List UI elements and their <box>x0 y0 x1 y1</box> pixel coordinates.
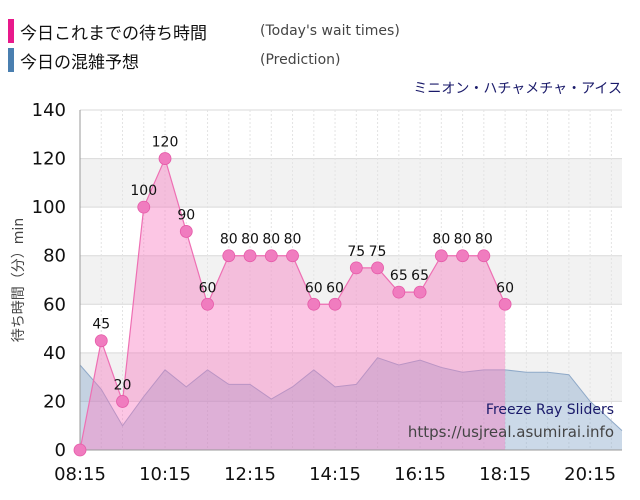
data-label: 80 <box>220 232 238 248</box>
data-label: 45 <box>92 317 110 333</box>
grid-band <box>80 352 622 402</box>
data-point <box>413 285 427 299</box>
watermark-title: Freeze Ray Sliders <box>485 402 614 418</box>
data-point <box>158 152 172 165</box>
grid-band <box>80 158 622 208</box>
data-label: 60 <box>305 280 323 296</box>
x-tick-label: 16:15 <box>394 464 446 485</box>
grid-band <box>80 207 622 256</box>
data-label: 60 <box>496 280 514 296</box>
y-tick-label: 100 <box>32 197 66 218</box>
data-point <box>243 249 257 263</box>
data-label: 80 <box>475 232 493 248</box>
grid-band <box>80 304 622 353</box>
data-label: 100 <box>130 183 157 199</box>
y-tick-label: 120 <box>32 149 66 170</box>
legend-swatch-prediction <box>8 48 14 72</box>
grid-band <box>80 255 622 305</box>
legend-today-jp: 今日これまでの待ち時間 <box>20 23 207 44</box>
data-point <box>116 395 129 408</box>
data-label: 75 <box>347 244 365 260</box>
data-label: 90 <box>177 207 195 223</box>
data-point <box>201 297 214 311</box>
x-tick-label: 08:15 <box>54 464 106 485</box>
y-tick-label: 80 <box>43 246 66 267</box>
y-tick-label: 140 <box>32 100 66 121</box>
series-prediction-line <box>79 357 623 431</box>
grid-band <box>80 401 622 450</box>
legend-swatch-today <box>8 19 14 43</box>
grid-band <box>80 110 622 159</box>
data-label: 120 <box>152 135 179 151</box>
legend-prediction-jp: 今日の混雑予想 <box>20 52 139 73</box>
data-point <box>434 249 448 263</box>
y-axis-label: 待ち時間（分）min <box>11 218 27 342</box>
y-tick-label: 0 <box>55 440 66 461</box>
x-tick-label: 12:15 <box>224 464 276 485</box>
data-point <box>349 261 363 275</box>
data-label: 60 <box>199 280 217 296</box>
y-tick-label: 20 <box>43 391 66 412</box>
x-tick-label: 18:15 <box>479 464 531 485</box>
data-label: 80 <box>432 232 450 248</box>
data-point <box>179 225 193 238</box>
data-label: 80 <box>454 232 472 248</box>
legend-prediction: 今日の混雑予想 (Prediction) <box>8 47 340 73</box>
attraction-name: ミニオン・ハチャメチャ・アイス <box>413 81 622 97</box>
data-point <box>222 249 236 263</box>
data-point <box>456 249 469 263</box>
data-point <box>286 249 299 263</box>
data-label: 80 <box>262 232 280 248</box>
data-label: 75 <box>369 244 387 260</box>
data-label: 65 <box>390 268 408 284</box>
data-point <box>498 297 512 311</box>
data-point <box>137 200 151 214</box>
data-point <box>307 297 321 311</box>
data-label: 80 <box>241 232 259 248</box>
data-point <box>371 261 384 275</box>
data-point <box>477 249 491 263</box>
data-point <box>73 443 87 457</box>
legend-today-en: (Today's wait times) <box>260 23 400 39</box>
y-tick-label: 40 <box>43 343 66 364</box>
data-point <box>328 297 342 311</box>
x-tick-label: 14:15 <box>309 464 361 485</box>
y-tick-label: 60 <box>43 294 66 315</box>
data-label: 60 <box>326 280 344 296</box>
data-label: 65 <box>411 268 429 284</box>
data-point <box>392 285 406 299</box>
data-label: 20 <box>114 377 132 393</box>
legend-prediction-en: (Prediction) <box>260 52 341 68</box>
data-point <box>94 334 108 348</box>
legend-today: 今日これまでの待ち時間 (Today's wait times) <box>8 18 400 44</box>
x-tick-label: 20:15 <box>564 464 616 485</box>
x-tick-label: 10:15 <box>139 464 191 485</box>
data-label: 80 <box>284 232 302 248</box>
series-prediction-area <box>80 357 622 450</box>
watermark-url: https://usjreal.asumirai.info <box>407 423 614 441</box>
data-point <box>264 249 278 263</box>
